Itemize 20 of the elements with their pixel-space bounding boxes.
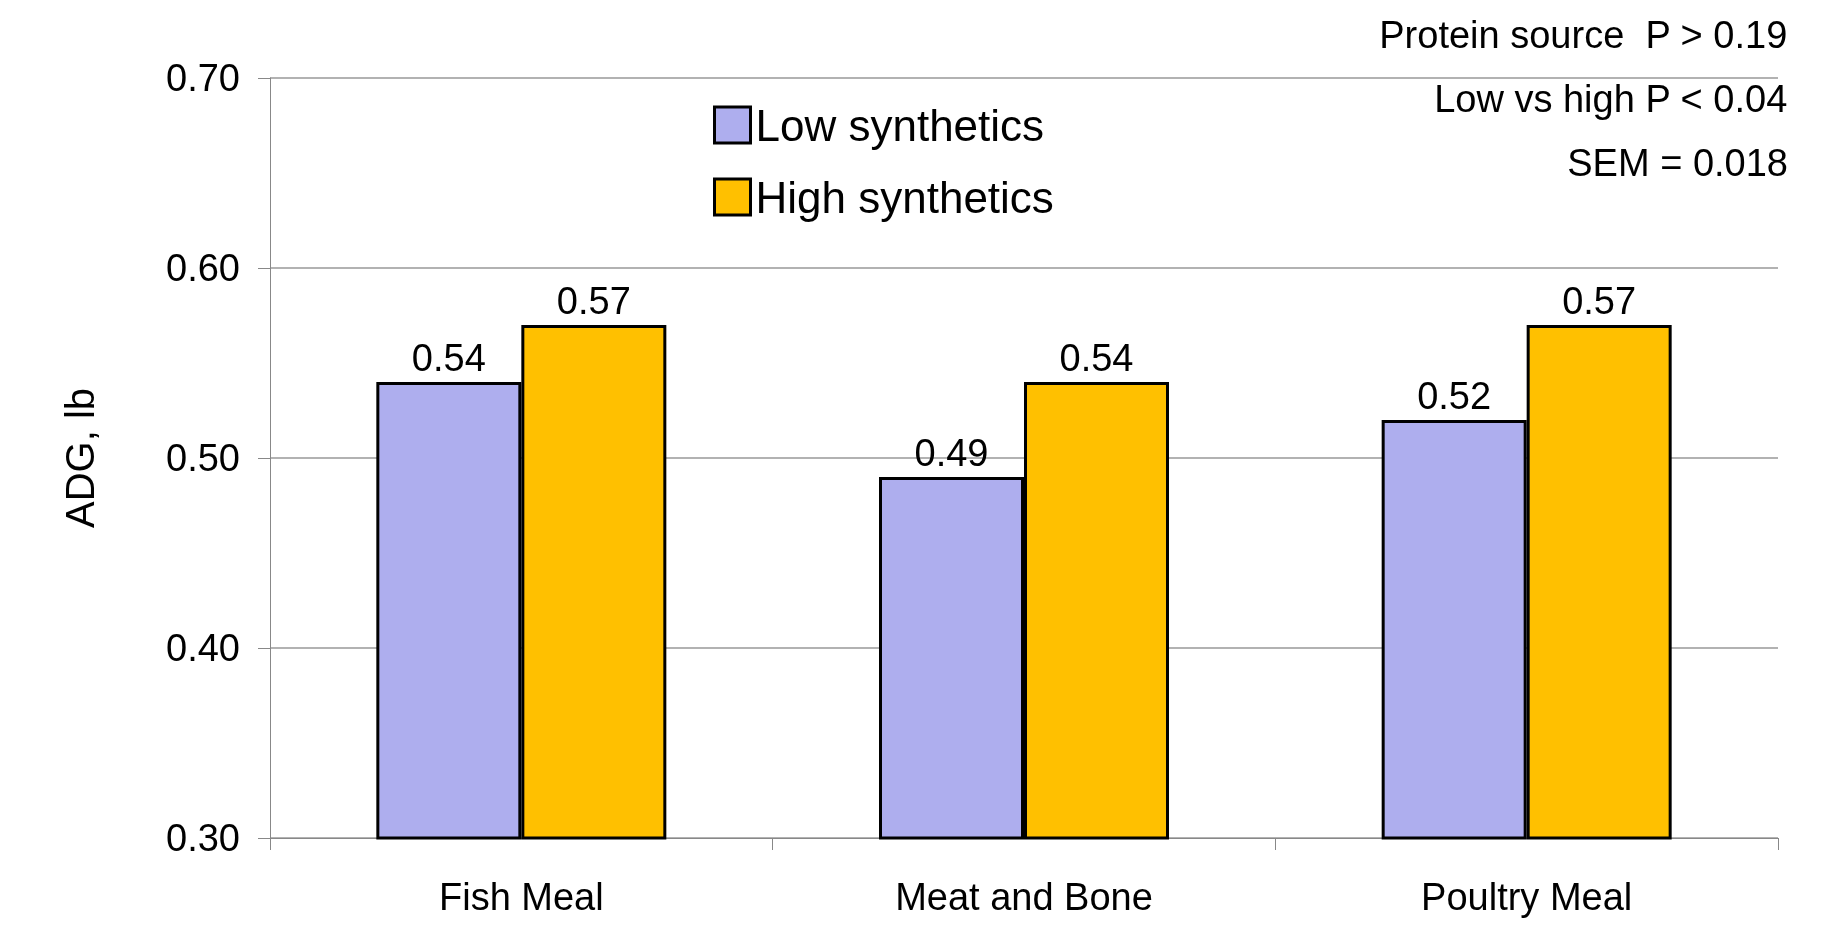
data-label: 0.52 bbox=[1417, 375, 1492, 417]
data-label: 0.57 bbox=[556, 280, 631, 322]
x-tick-label: Meat and Bone bbox=[895, 876, 1153, 918]
y-axis-title: ADG, lb bbox=[58, 387, 102, 529]
text: Protein source P > 0.19 bbox=[1379, 14, 1788, 56]
annotation: SEM = 0.018 bbox=[1567, 142, 1788, 184]
x-tick-label: Fish Meal bbox=[438, 876, 604, 918]
y-tick-label: 0.30 bbox=[166, 817, 240, 859]
y-tick-label: 0.50 bbox=[166, 437, 240, 479]
x-tick-label: Poultry Meal bbox=[1421, 876, 1633, 918]
data-label: 0.57 bbox=[1562, 280, 1637, 322]
y-tick-label: 0.40 bbox=[166, 627, 240, 669]
legend-label: Low synthetics bbox=[755, 100, 1045, 150]
data-label: 0.54 bbox=[1059, 337, 1134, 379]
y-tick-label: 0.60 bbox=[166, 247, 240, 289]
legend-label: High synthetics bbox=[755, 172, 1054, 222]
data-label: 0.54 bbox=[411, 337, 486, 379]
data-label: 0.49 bbox=[914, 432, 989, 474]
y-tick-label: 0.70 bbox=[166, 57, 240, 99]
annotation: Low vs high P < 0.04 bbox=[1434, 78, 1788, 120]
